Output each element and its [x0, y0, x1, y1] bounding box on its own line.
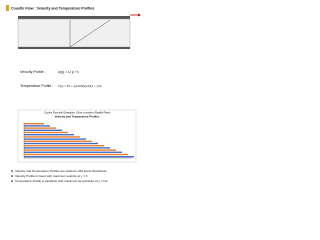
decor-bar: [24, 127, 56, 129]
decor-bar: [24, 140, 92, 142]
bullet-text: Temperature Profile is parabolic with ma…: [15, 179, 108, 183]
flow-diagram: [17, 13, 141, 49]
decor-bar: [24, 134, 74, 136]
figure-subtitle: Velocity and Temperature Profiles: [55, 115, 100, 119]
velocity-line: [69, 19, 111, 48]
profile-bars: [24, 123, 134, 158]
decor-bar: [24, 153, 128, 156]
bullet-dot: [11, 175, 13, 177]
decor-bar: [24, 123, 44, 125]
decor-bar: [24, 131, 68, 134]
decor-bar: [24, 147, 110, 149]
decor-bar: [24, 142, 98, 145]
figure: Couette Flow with Dissipation | Flow in …: [17, 109, 137, 163]
bullet-dot: [11, 170, 13, 172]
top-plate: [18, 16, 130, 19]
page: Couette Flow : Velocity and Temperature …: [0, 0, 149, 198]
bullet-text: Velocity and Temperature Profiles are pl…: [15, 169, 107, 173]
decor-bar: [24, 145, 104, 147]
figure-frame: [17, 109, 137, 163]
bottom-plate: [18, 47, 130, 49]
equation: u(y) = U y / h: [58, 70, 79, 74]
decor-bar: [24, 136, 80, 138]
decor-bar: [24, 138, 86, 140]
decor-bar: [24, 149, 116, 151]
figure-title: Couette Flow with Dissipation | Flow in …: [44, 112, 111, 115]
bullet-dot: [11, 180, 13, 182]
bullet-text: Velocity Profile is linear with maximum …: [15, 174, 88, 178]
decor-bar: [24, 125, 50, 127]
equation-label: Temperature Profile :: [20, 84, 53, 88]
title-accent: [6, 5, 9, 11]
equation: T(y) = T0 + (μU²/2k)(y/h)(1 − y/h): [58, 84, 102, 88]
bullet-list: Velocity and Temperature Profiles are pl…: [11, 169, 108, 183]
decor-bar: [24, 156, 134, 158]
page-title: Couette Flow : Velocity and Temperature …: [11, 6, 94, 10]
channel: [17, 18, 131, 48]
decor-bar: [24, 151, 122, 153]
arrow-head: [138, 13, 141, 17]
equation-label: Velocity Profile :: [20, 70, 46, 74]
decor-bar: [24, 129, 62, 131]
